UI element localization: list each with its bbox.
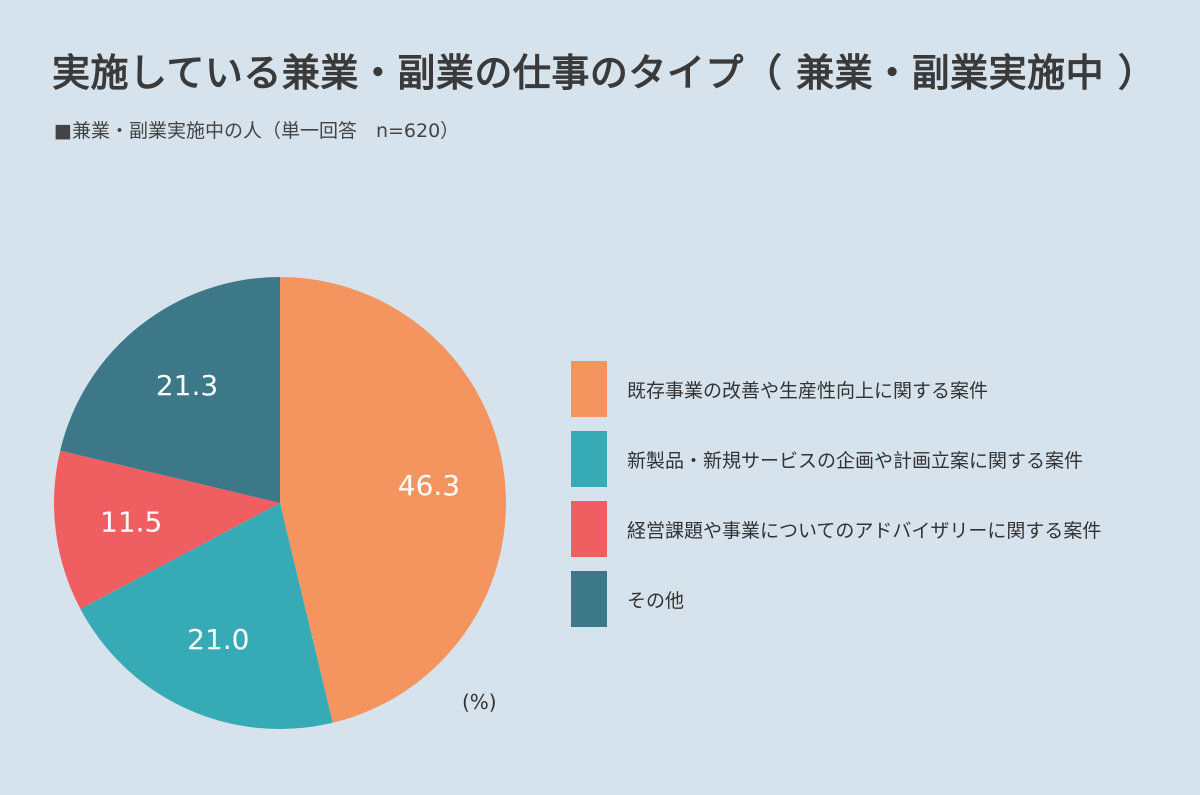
unit-note: (%) [462, 690, 497, 714]
slice-value-label: 11.5 [100, 506, 162, 539]
legend-label: 経営課題や事業についてのアドバイザリーに関する案件 [627, 519, 1102, 542]
pie-slice [60, 277, 280, 503]
legend-label: 既存事業の改善や生産性向上に関する案件 [627, 379, 989, 402]
pie-slice [80, 503, 333, 729]
legend-swatch [571, 501, 607, 557]
legend: 既存事業の改善や生産性向上に関する案件 新製品・新規サービスの企画や計画立案に関… [571, 361, 1101, 641]
pie-slice [54, 450, 281, 609]
legend-item: 経営課題や事業についてのアドバイザリーに関する案件 [571, 501, 1101, 557]
chart-title: 実施している兼業・副業の仕事のタイプ（ 兼業・副業実施中 ） [52, 51, 1157, 95]
legend-item: 既存事業の改善や生産性向上に関する案件 [571, 361, 1101, 417]
legend-item: その他 [571, 571, 1101, 627]
legend-label: 新製品・新規サービスの企画や計画立案に関する案件 [627, 449, 1084, 472]
slice-value-label: 21.3 [156, 369, 218, 402]
legend-item: 新製品・新規サービスの企画や計画立案に関する案件 [571, 431, 1101, 487]
legend-swatch [571, 431, 607, 487]
legend-swatch [571, 571, 607, 627]
slice-value-label: 21.0 [187, 623, 249, 656]
slice-value-label: 46.3 [398, 469, 460, 502]
pie-slice [280, 277, 506, 723]
legend-swatch [571, 361, 607, 417]
chart-subtitle: ■兼業・副業実施中の人（単一回答 n=620） [54, 120, 460, 142]
legend-label: その他 [627, 589, 685, 612]
